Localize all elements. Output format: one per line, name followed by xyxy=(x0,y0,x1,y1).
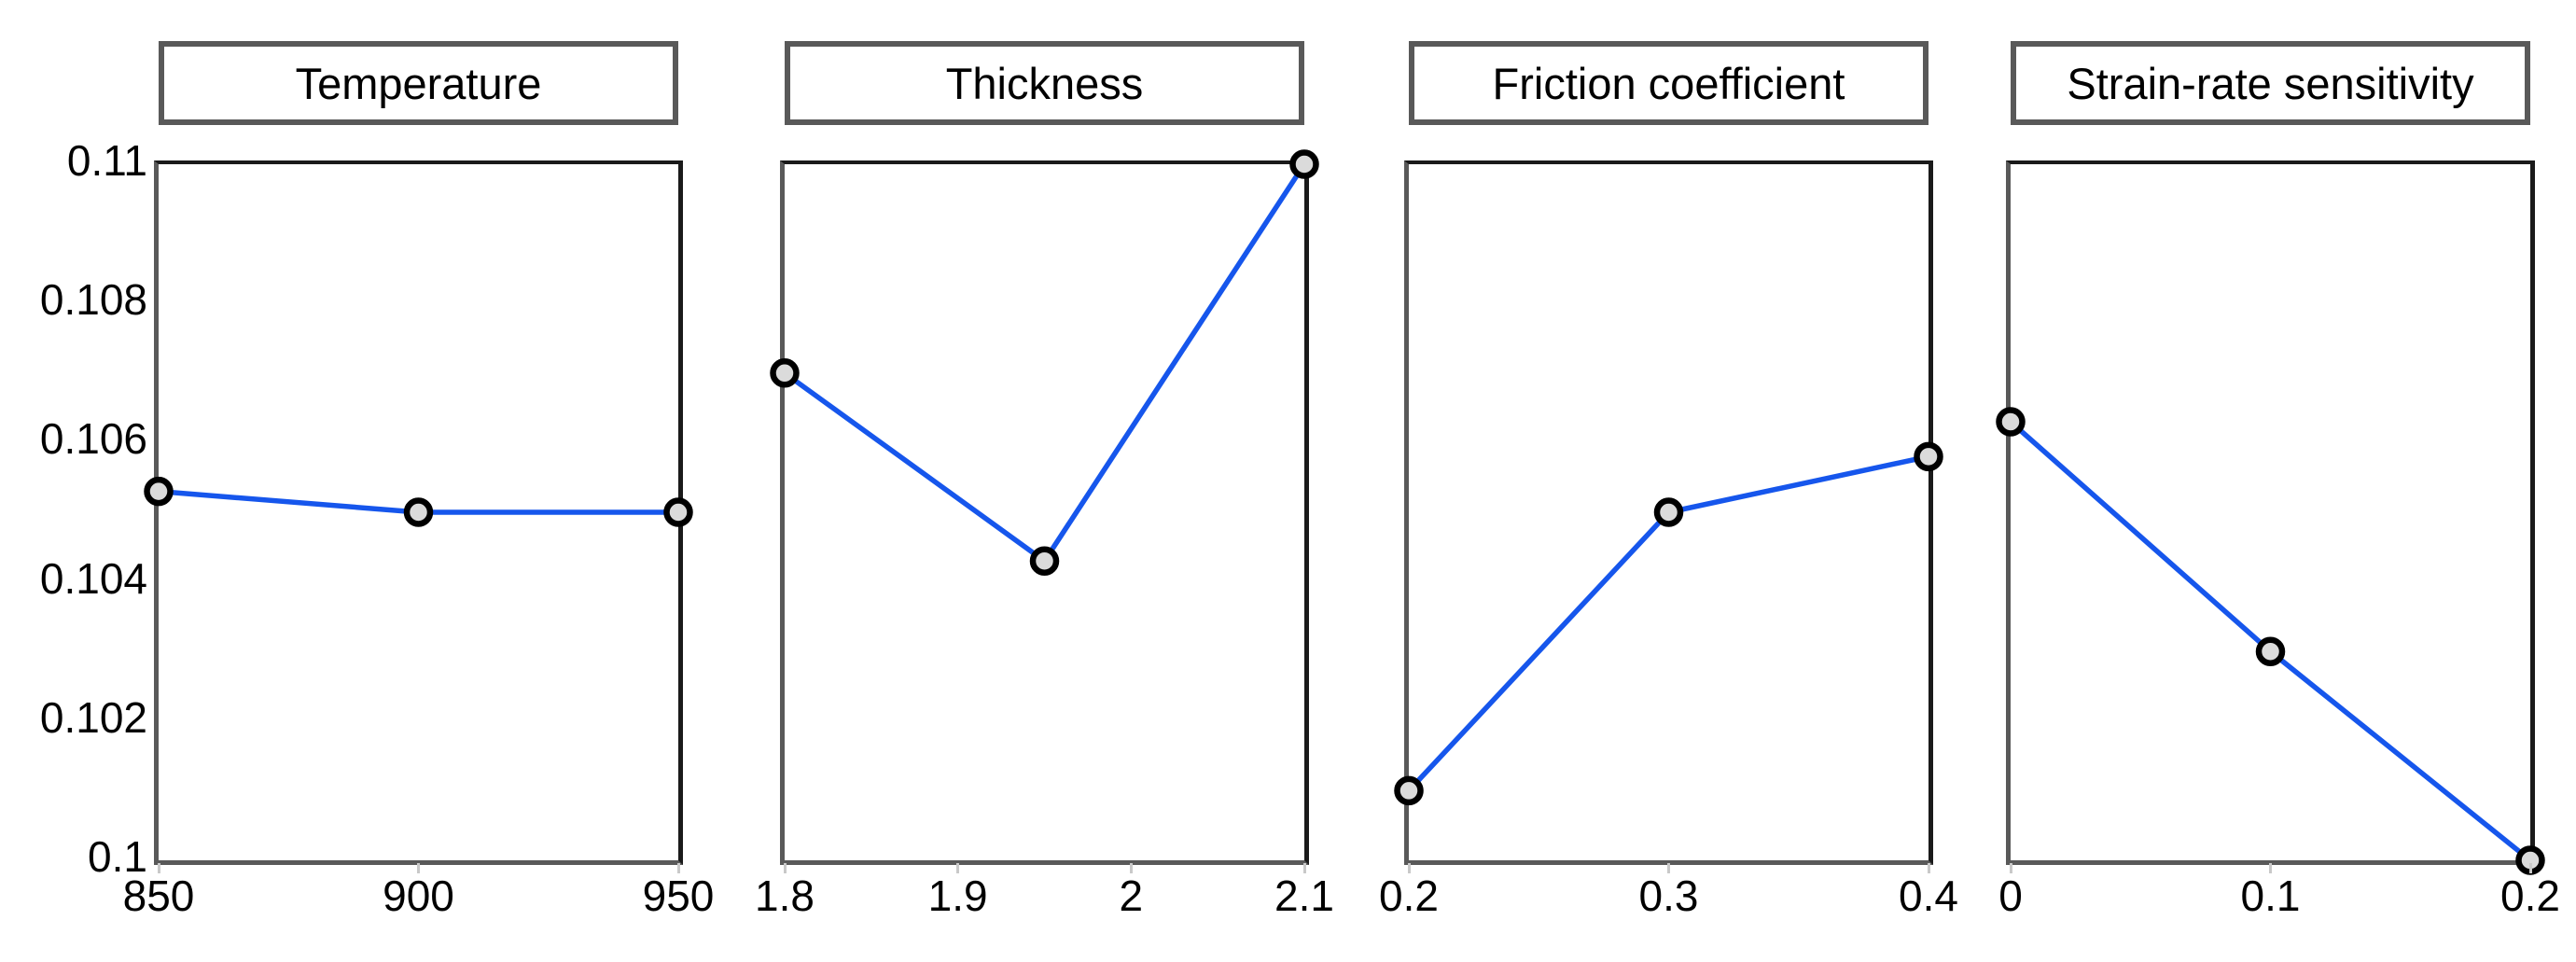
x-axis-tick-label: 0.3 xyxy=(1638,871,1699,920)
x-axis-tick-label: 0.2 xyxy=(2500,871,2560,920)
x-axis-tick-mark xyxy=(157,863,160,873)
panel-title-box: Friction coefficient xyxy=(1409,41,1929,125)
x-axis-tick-mark xyxy=(676,863,680,873)
line-chart xyxy=(1394,441,1943,806)
chart-panel: Temperature 850 900 950 xyxy=(123,0,714,962)
chart-panel: Thickness 1.8 1.9 2 2.1 xyxy=(755,0,1334,962)
data-point-marker xyxy=(1914,441,1943,472)
plot-area xyxy=(770,149,1319,865)
x-axis-tick-label: 2 xyxy=(1119,871,1144,920)
x-axis-tick-mark xyxy=(1129,863,1133,873)
panel-title-box: Strain-rate sensitivity xyxy=(2011,41,2530,125)
chart-panel: Strain-rate sensitivity 0 0.1 0.2 xyxy=(1996,0,2560,962)
plot-area xyxy=(144,160,693,865)
panel-title-box: Thickness xyxy=(785,41,1304,125)
plot-area xyxy=(1996,160,2545,875)
y-axis-tick-label: 0.102 xyxy=(39,692,147,742)
data-point-marker xyxy=(1996,407,2026,437)
x-axis-tick-label: 1.8 xyxy=(755,871,815,920)
x-axis-tick-mark xyxy=(2009,863,2012,873)
x-axis-tick-mark xyxy=(1927,863,1930,873)
x-axis-tick-label: 900 xyxy=(383,871,454,920)
x-axis-tick-label: 0.2 xyxy=(1379,871,1439,920)
panel-title-box: Temperature xyxy=(159,41,678,125)
panel-title: Temperature xyxy=(295,58,542,108)
x-axis-tick-mark xyxy=(1302,863,1306,873)
data-point-marker xyxy=(1653,497,1684,527)
x-axis-tick-mark xyxy=(783,863,787,873)
x-axis-tick-mark xyxy=(1667,863,1670,873)
x-axis-tick-mark xyxy=(2269,863,2272,873)
x-axis-tick-label: 0.1 xyxy=(2240,871,2301,920)
y-axis-tick-label: 0.108 xyxy=(39,275,147,325)
x-axis-tick-mark xyxy=(417,863,420,873)
y-axis-tick-label: 0.11 xyxy=(66,136,147,185)
y-axis-tick-label: 0.1 xyxy=(88,832,147,881)
data-point-marker xyxy=(1029,546,1060,576)
x-axis-tick-mark xyxy=(2528,863,2532,873)
x-axis-tick-mark xyxy=(956,863,960,873)
data-point-marker xyxy=(663,497,693,527)
y-axis-tick-label: 0.104 xyxy=(39,553,147,603)
data-point-marker xyxy=(403,497,434,527)
data-series-line xyxy=(783,162,1307,564)
panel-title: Thickness xyxy=(945,58,1144,108)
x-axis-tick-label: 1.9 xyxy=(927,871,988,920)
chart-panel: Friction coefficient 0.2 0.3 0.4 xyxy=(1379,0,1958,962)
data-point-marker xyxy=(144,476,174,507)
plot-area xyxy=(1394,160,1943,865)
data-point-marker xyxy=(1289,149,1319,179)
y-axis-tick-label: 0.106 xyxy=(39,414,147,464)
data-point-marker xyxy=(2255,636,2286,666)
data-point-marker xyxy=(1394,775,1424,806)
x-axis-tick-label: 950 xyxy=(642,871,715,920)
panel-title: Strain-rate sensitivity xyxy=(2067,58,2474,108)
x-axis-tick-label: 0.4 xyxy=(1899,871,1958,920)
data-point-marker xyxy=(770,358,800,388)
x-axis-tick-label: 850 xyxy=(122,871,195,920)
line-chart xyxy=(770,149,1319,576)
panel-title: Friction coefficient xyxy=(1492,58,1845,108)
x-axis-tick-mark xyxy=(1407,863,1411,873)
x-axis-tick-label: 2.1 xyxy=(1274,871,1334,920)
x-axis-tick-label: 0 xyxy=(1998,871,2023,920)
line-chart xyxy=(1996,407,2545,875)
line-chart xyxy=(144,476,693,527)
